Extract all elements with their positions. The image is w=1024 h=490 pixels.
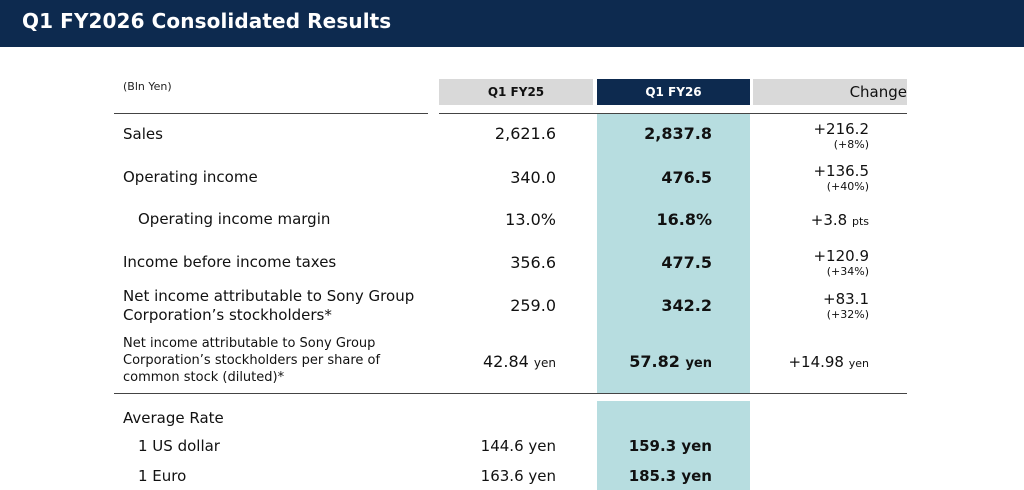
eps-fy26: 57.82 yen — [597, 352, 712, 371]
sales-fy26: 2,837.8 — [644, 124, 712, 143]
net-income-fy25: 259.0 — [510, 296, 556, 315]
net-income-change-pct: (+32%) — [826, 308, 869, 321]
operating-income-fy26: 476.5 — [661, 168, 712, 187]
section-divider — [114, 393, 907, 394]
header-divider-left — [114, 113, 428, 114]
unit-label: (Bln Yen) — [123, 80, 172, 93]
sales-fy25: 2,621.6 — [494, 124, 556, 143]
operating-margin-change-value: +3.8 — [810, 211, 848, 229]
net-income-change: +83.1 — [823, 290, 869, 308]
rate-euro-fy26: 185.3 yen — [628, 467, 712, 485]
income-before-taxes-change-pct: (+34%) — [826, 265, 869, 278]
eps-change-value: +14.98 — [788, 353, 844, 371]
row-label-operating-income: Operating income — [123, 168, 258, 186]
fy26-highlight-rates — [597, 401, 750, 490]
eps-change: +14.98 yen — [753, 353, 869, 371]
eps-label-line3: common stock (diluted)* — [123, 370, 285, 385]
sales-change: +216.2 — [813, 120, 869, 138]
row-label-operating-margin: Operating income margin — [138, 210, 331, 228]
eps-change-unit: yen — [848, 357, 869, 370]
income-before-taxes-fy26: 477.5 — [661, 253, 712, 272]
row-label-sales: Sales — [123, 125, 163, 143]
row-label-income-before-taxes: Income before income taxes — [123, 253, 337, 271]
operating-margin-change-unit: pts — [851, 215, 869, 228]
eps-fy25: 42.84 yen — [439, 352, 556, 371]
net-income-label-line2: Corporation’s stockholders* — [123, 306, 332, 324]
page-title: Q1 FY2026 Consolidated Results — [22, 9, 392, 33]
income-before-taxes-fy25: 356.6 — [510, 253, 556, 272]
operating-income-fy25: 340.0 — [510, 168, 556, 187]
rate-usd-fy26: 159.3 yen — [628, 437, 712, 455]
title-banner: Q1 FY2026 Consolidated Results — [0, 0, 1024, 47]
operating-margin-fy26: 16.8% — [656, 210, 712, 229]
net-income-fy26: 342.2 — [661, 296, 712, 315]
operating-margin-change: +3.8 pts — [753, 211, 869, 229]
column-header-fy25: Q1 FY25 — [439, 79, 593, 105]
row-label-net-income: Net income attributable to Sony Group Co… — [123, 287, 414, 325]
column-header-fy26: Q1 FY26 — [597, 79, 750, 105]
eps-fy26-unit: yen — [685, 356, 712, 371]
eps-label-line1: Net income attributable to Sony Group — [123, 336, 376, 351]
rate-label-euro: 1 Euro — [138, 467, 187, 485]
rate-label-usd: 1 US dollar — [138, 437, 220, 455]
eps-fy25-unit: yen — [533, 356, 556, 370]
net-income-label-line1: Net income attributable to Sony Group — [123, 287, 415, 305]
eps-fy26-value: 57.82 — [629, 352, 680, 371]
average-rate-heading: Average Rate — [123, 409, 224, 427]
rate-usd-fy25: 144.6 yen — [480, 437, 556, 455]
rate-euro-fy25: 163.6 yen — [480, 467, 556, 485]
column-header-change: Change — [753, 79, 907, 105]
operating-income-change: +136.5 — [813, 162, 869, 180]
eps-fy25-value: 42.84 — [483, 352, 529, 371]
eps-label-line2: Corporation’s stockholders per share of — [123, 353, 381, 368]
row-label-eps: Net income attributable to Sony Group Co… — [123, 335, 380, 386]
fy26-highlight-main — [597, 114, 750, 393]
operating-income-change-pct: (+40%) — [826, 180, 869, 193]
header-divider-right — [439, 113, 907, 114]
sales-change-pct: (+8%) — [833, 138, 869, 151]
operating-margin-fy25: 13.0% — [505, 210, 556, 229]
income-before-taxes-change: +120.9 — [813, 247, 869, 265]
